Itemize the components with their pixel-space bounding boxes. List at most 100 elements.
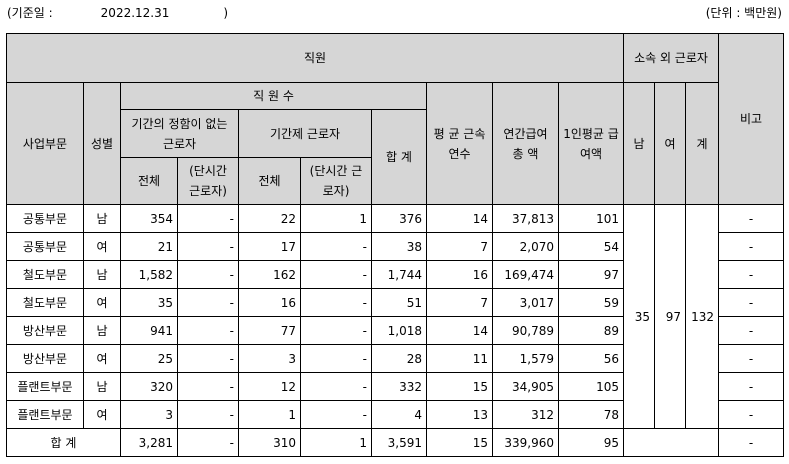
header-fixed-part-time: (단시간 근로자) bbox=[300, 157, 372, 205]
cell-note: - bbox=[718, 232, 784, 261]
cell-ind-pt: - bbox=[177, 204, 239, 233]
totals-fix-all: 310 bbox=[238, 428, 301, 457]
cell-avg-pay: 97 bbox=[558, 260, 624, 289]
header-division: 사업부문 bbox=[6, 82, 84, 205]
cell-fix-all: 12 bbox=[238, 372, 301, 401]
cell-tenure: 15 bbox=[426, 372, 493, 401]
cell-ind-all: 320 bbox=[120, 372, 178, 401]
totals-pay: 339,960 bbox=[492, 428, 559, 457]
cell-fix-all: 3 bbox=[238, 344, 301, 373]
cell-pay: 1,579 bbox=[492, 344, 559, 373]
cell-pay: 34,905 bbox=[492, 372, 559, 401]
cell-note: - bbox=[718, 260, 784, 289]
cell-non-employee-female: 97 bbox=[654, 204, 686, 429]
header-sum: 계 bbox=[685, 82, 719, 205]
cell-note: - bbox=[718, 204, 784, 233]
base-date-label: (기준일 : bbox=[7, 6, 53, 20]
header-female: 여 bbox=[654, 82, 686, 205]
cell-ind-all: 21 bbox=[120, 232, 178, 261]
cell-ind-all: 35 bbox=[120, 288, 178, 317]
cell-division: 철도부문 bbox=[6, 288, 84, 317]
cell-non-employee-sum: 132 bbox=[685, 204, 719, 429]
cell-gender: 남 bbox=[83, 260, 121, 289]
cell-tenure: 11 bbox=[426, 344, 493, 373]
cell-gender: 남 bbox=[83, 372, 121, 401]
table-row: 방산부문 남 941 - 77 - 1,018 14 90,789 89 - bbox=[6, 316, 784, 345]
cell-total: 38 bbox=[371, 232, 427, 261]
base-date-close: ) bbox=[223, 6, 229, 20]
cell-ind-all: 1,582 bbox=[120, 260, 178, 289]
base-date-line: (기준일 : 2022.12.31) bbox=[7, 4, 228, 21]
cell-ind-pt: - bbox=[177, 372, 239, 401]
cell-non-employee-male: 35 bbox=[623, 204, 655, 429]
header-non-employees: 소속 외 근로자 bbox=[623, 33, 719, 83]
totals-label: 합 계 bbox=[6, 428, 121, 457]
header-avg-tenure: 평 균 근속연수 bbox=[426, 82, 493, 205]
header-note: 비고 bbox=[718, 33, 784, 205]
cell-avg-pay: 105 bbox=[558, 372, 624, 401]
cell-fix-all: 22 bbox=[238, 204, 301, 233]
cell-division: 플랜트부문 bbox=[6, 400, 84, 429]
header-per-person-pay: 1인평균 급여액 bbox=[558, 82, 624, 205]
cell-avg-pay: 54 bbox=[558, 232, 624, 261]
table-row: 공통부문 남 354 - 22 1 376 14 37,813 101 35 9… bbox=[6, 204, 784, 429]
header-fixed-all: 전체 bbox=[238, 157, 301, 205]
header-indefinite-part-time: (단시간 근로자) bbox=[177, 157, 239, 205]
cell-fix-all: 16 bbox=[238, 288, 301, 317]
cell-fix-pt: - bbox=[300, 232, 372, 261]
cell-fix-all: 162 bbox=[238, 260, 301, 289]
cell-division: 방산부문 bbox=[6, 344, 84, 373]
cell-total: 1,744 bbox=[371, 260, 427, 289]
cell-tenure: 14 bbox=[426, 316, 493, 345]
cell-fix-pt: - bbox=[300, 316, 372, 345]
totals-non-employee-blank bbox=[623, 428, 719, 457]
cell-ind-pt: - bbox=[177, 316, 239, 345]
cell-fix-pt: - bbox=[300, 288, 372, 317]
totals-ind-all: 3,281 bbox=[120, 428, 178, 457]
cell-avg-pay: 89 bbox=[558, 316, 624, 345]
header-headcount: 직 원 수 bbox=[120, 82, 427, 110]
cell-gender: 남 bbox=[83, 204, 121, 233]
table-row: 플랜트부문 여 3 - 1 - 4 13 312 78 - bbox=[6, 400, 784, 429]
cell-ind-pt: - bbox=[177, 288, 239, 317]
cell-fix-all: 1 bbox=[238, 400, 301, 429]
cell-avg-pay: 59 bbox=[558, 288, 624, 317]
cell-tenure: 14 bbox=[426, 204, 493, 233]
cell-division: 공통부문 bbox=[6, 232, 84, 261]
cell-pay: 37,813 bbox=[492, 204, 559, 233]
cell-note: - bbox=[718, 288, 784, 317]
cell-fix-pt: - bbox=[300, 344, 372, 373]
totals-row: 합 계 3,281 - 310 1 3,591 15 339,960 95 - bbox=[6, 428, 784, 457]
cell-note: - bbox=[718, 372, 784, 401]
header-employees: 직원 bbox=[6, 33, 624, 83]
cell-tenure: 7 bbox=[426, 288, 493, 317]
cell-fix-all: 17 bbox=[238, 232, 301, 261]
cell-ind-pt: - bbox=[177, 260, 239, 289]
cell-avg-pay: 78 bbox=[558, 400, 624, 429]
cell-division: 방산부문 bbox=[6, 316, 84, 345]
cell-ind-all: 3 bbox=[120, 400, 178, 429]
cell-gender: 여 bbox=[83, 400, 121, 429]
cell-tenure: 7 bbox=[426, 232, 493, 261]
header-gender: 성별 bbox=[83, 82, 121, 205]
cell-gender: 여 bbox=[83, 344, 121, 373]
cell-ind-all: 25 bbox=[120, 344, 178, 373]
header-indefinite: 기간의 정함이 없는 근로자 bbox=[120, 109, 239, 158]
unit-label: (단위 : 백만원) bbox=[705, 6, 782, 20]
cell-gender: 여 bbox=[83, 288, 121, 317]
base-date-value: 2022.12.31 bbox=[100, 6, 170, 20]
cell-total: 376 bbox=[371, 204, 427, 233]
employee-status-table: 직원 소속 외 근로자 비고 사업부문 성별 직 원 수 평 균 근속연수 연간… bbox=[6, 33, 784, 457]
cell-note: - bbox=[718, 344, 784, 373]
cell-avg-pay: 56 bbox=[558, 344, 624, 373]
totals-tenure: 15 bbox=[426, 428, 493, 457]
cell-tenure: 13 bbox=[426, 400, 493, 429]
cell-tenure: 16 bbox=[426, 260, 493, 289]
cell-ind-all: 354 bbox=[120, 204, 178, 233]
table-row: 플랜트부문 남 320 - 12 - 332 15 34,905 105 - bbox=[6, 372, 784, 401]
cell-note: - bbox=[718, 400, 784, 429]
cell-fix-all: 77 bbox=[238, 316, 301, 345]
cell-total: 4 bbox=[371, 400, 427, 429]
header-indefinite-all: 전체 bbox=[120, 157, 178, 205]
header-total-count: 합 계 bbox=[371, 109, 427, 205]
